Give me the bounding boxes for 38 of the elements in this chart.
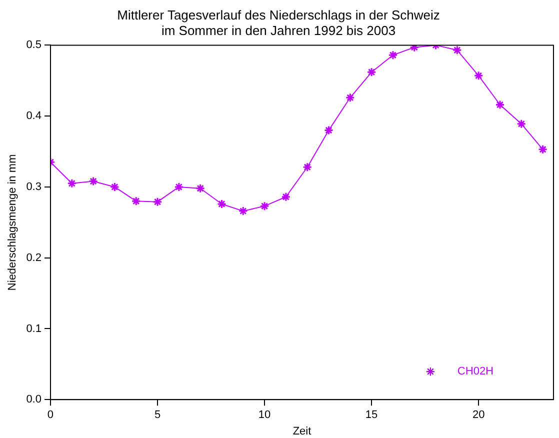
- point: [388, 50, 398, 60]
- y-axis-title: Niederschlagsmenge in mm: [6, 154, 19, 291]
- x-tick-label: 5: [154, 409, 161, 422]
- point: [152, 197, 162, 207]
- point: [324, 126, 334, 136]
- point: [196, 184, 206, 194]
- chart-title: Mittlerer Tagesverlauf des Niederschlags in der Schweiz: [117, 7, 440, 22]
- y-tick-label: 0.4: [26, 110, 42, 122]
- point: [281, 192, 291, 202]
- point: [366, 67, 376, 77]
- chart-subtitle: im Sommer in den Jahren 1992 bis 2003: [161, 22, 396, 38]
- y-tick-label: 0.0: [26, 394, 42, 406]
- x-axis-title: Zeit: [292, 425, 312, 438]
- point: [216, 199, 226, 209]
- y-tick-label: 0.5: [26, 39, 42, 52]
- point: [538, 144, 548, 154]
- point: [452, 45, 462, 55]
- point: [474, 70, 484, 80]
- point: [174, 182, 184, 192]
- point: [516, 119, 526, 129]
- x-tick-label: 15: [365, 409, 378, 422]
- point: [131, 196, 141, 206]
- y-tick-label: 0.2: [26, 252, 42, 264]
- legend-label: CH02H: [457, 366, 494, 378]
- point: [238, 206, 248, 216]
- point: [495, 100, 505, 110]
- point: [345, 92, 355, 102]
- point: [67, 178, 77, 188]
- y-tick-label: 0.1: [26, 322, 42, 335]
- point: [88, 176, 98, 186]
- x-tick-label: 0: [47, 409, 54, 422]
- x-tick-label: 10: [258, 409, 271, 422]
- point: [260, 201, 270, 211]
- point: [302, 162, 312, 172]
- point: [110, 182, 120, 192]
- x-tick-label: 20: [472, 409, 485, 422]
- y-tick-label: 0.3: [26, 180, 42, 193]
- point: [410, 45, 420, 52]
